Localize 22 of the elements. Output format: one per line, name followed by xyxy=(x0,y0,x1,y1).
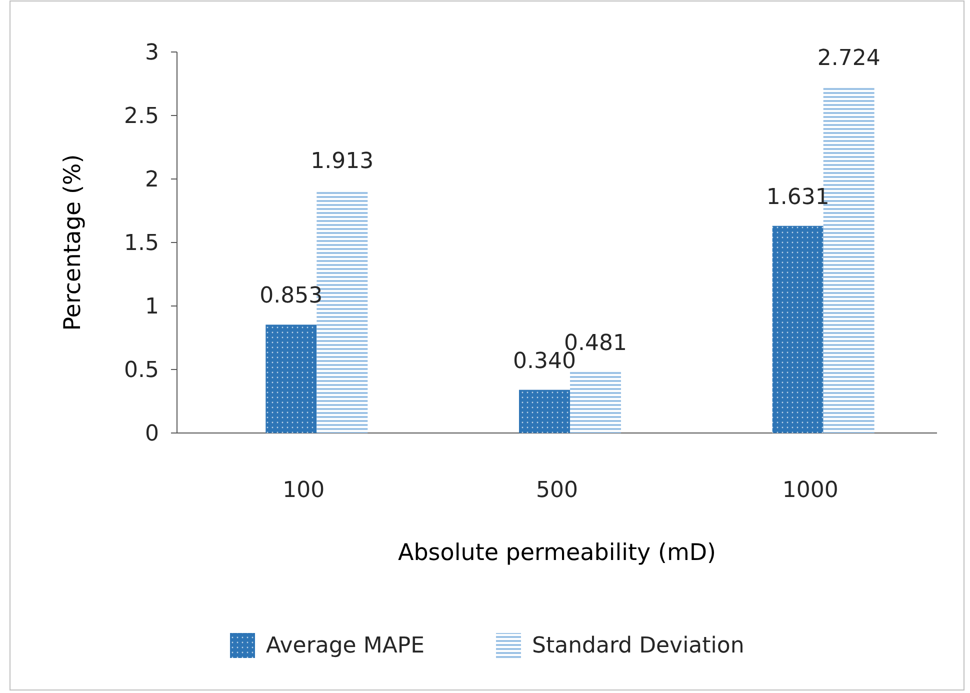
y-tick-label: 2 xyxy=(145,168,159,193)
data-label: 0.853 xyxy=(260,284,323,309)
legend-label: Average MAPE xyxy=(266,634,425,659)
y-tick-label: 2.5 xyxy=(124,104,159,130)
y-tick-label: 3 xyxy=(145,40,159,66)
y-tick-label: 1.5 xyxy=(124,231,159,256)
bar xyxy=(519,390,570,433)
legend-label: Standard Deviation xyxy=(532,634,744,659)
y-tick-label: 0 xyxy=(145,422,159,447)
y-axis-title: Percentage (%) xyxy=(60,154,86,331)
bar xyxy=(266,324,317,433)
y-tick-label: 1 xyxy=(145,294,159,320)
data-label: 2.724 xyxy=(817,46,880,72)
x-tick-label: 100 xyxy=(282,478,325,503)
bar xyxy=(772,226,824,433)
x-tick-label: 1000 xyxy=(782,478,838,503)
x-tick-label: 500 xyxy=(536,478,578,503)
data-label: 1.631 xyxy=(766,184,830,210)
bar xyxy=(570,372,621,433)
y-tick-label: 0.5 xyxy=(124,358,159,384)
data-label: 1.913 xyxy=(310,149,374,174)
x-axis-title: Absolute permeability (mD) xyxy=(398,540,716,566)
